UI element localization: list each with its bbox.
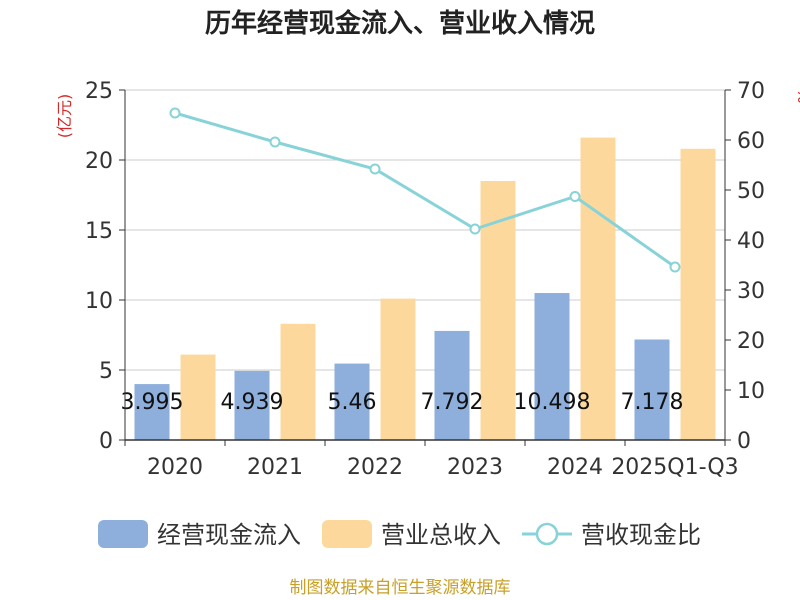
bar-revenue (480, 181, 516, 440)
bar-value-label: 3.995 (121, 390, 184, 415)
y-right-tick-label: 30 (737, 279, 765, 304)
chart-title: 历年经营现金流入、营业收入情况 (205, 8, 595, 39)
legend-swatch-ratio-marker (535, 522, 559, 546)
ratio-line-path (174, 111, 676, 269)
x-tick-label: 2025Q1-Q3 (611, 455, 738, 480)
y-left-unit: (亿元) (55, 94, 74, 139)
legend-swatch-cash-inflow (98, 520, 148, 548)
data-labels: 3.995 4.939 5.46 7.792 10.498 7.178 (121, 390, 684, 415)
x-tick-label: 2020 (147, 455, 203, 480)
ratio-line (169, 107, 681, 273)
y-right-tick-label: 20 (737, 329, 765, 354)
bar-value-label: 10.498 (514, 390, 591, 415)
ratio-point (569, 191, 581, 202)
x-tick-label: 2021 (247, 455, 303, 480)
bar-value-label: 7.178 (621, 390, 684, 415)
source-note: 制图数据来自恒生聚源数据库 (290, 578, 511, 598)
y-left-tick-label: 0 (99, 429, 113, 454)
legend-swatch-revenue (322, 520, 372, 548)
bar-revenue (180, 354, 216, 440)
bar-value-label: 4.939 (221, 390, 284, 415)
bar-revenue (280, 323, 316, 440)
y-right-tick-label: 40 (737, 229, 765, 254)
bar-cash-inflow (234, 370, 270, 440)
bar-value-label: 7.792 (421, 390, 484, 415)
bar-revenue (680, 148, 716, 441)
bar-cash-inflow (334, 363, 370, 440)
y-right-tick-label: 70 (737, 79, 765, 104)
legend-label-ratio: 营收现金比 (581, 521, 701, 549)
legend-label-revenue: 营业总收入 (381, 521, 501, 549)
bar-value-label: 5.46 (328, 390, 377, 415)
y-right-unit: % (794, 88, 800, 103)
bars (134, 137, 716, 441)
bar-cash-inflow (134, 384, 170, 440)
ratio-point (169, 107, 181, 119)
y-left-tick-label: 10 (85, 289, 113, 314)
bar-revenue (380, 298, 416, 440)
bar-cash-inflow (534, 293, 570, 440)
ratio-point (369, 163, 381, 175)
x-tick-label: 2023 (447, 455, 503, 480)
ratio-point (669, 261, 681, 273)
bar-revenue (580, 137, 616, 440)
ratio-point (269, 136, 281, 148)
bar-cash-inflow (434, 330, 470, 440)
y-left-tick-label: 25 (85, 79, 113, 104)
y-left-tick-label: 15 (85, 219, 113, 244)
legend-label-cash-inflow: 经营现金流入 (157, 521, 301, 549)
y-right-tick-label: 50 (737, 179, 765, 204)
x-tick-label: 2024 (547, 455, 603, 480)
legend: 经营现金流入 营业总收入 营收现金比 (98, 520, 701, 549)
y-right-tick-label: 0 (737, 429, 751, 454)
y-left-tick-label: 5 (99, 359, 113, 384)
x-tick-label: 2022 (347, 455, 403, 480)
y-left-tick-label: 20 (85, 149, 113, 174)
y-right-tick-label: 60 (737, 129, 765, 154)
ratio-point (469, 223, 481, 235)
bar-cash-inflow (634, 339, 670, 440)
axes: 0 5 10 15 20 25 0 10 20 30 40 50 60 70 2020 2021 2022 202… (85, 79, 765, 480)
y-right-tick-label: 10 (737, 379, 765, 404)
